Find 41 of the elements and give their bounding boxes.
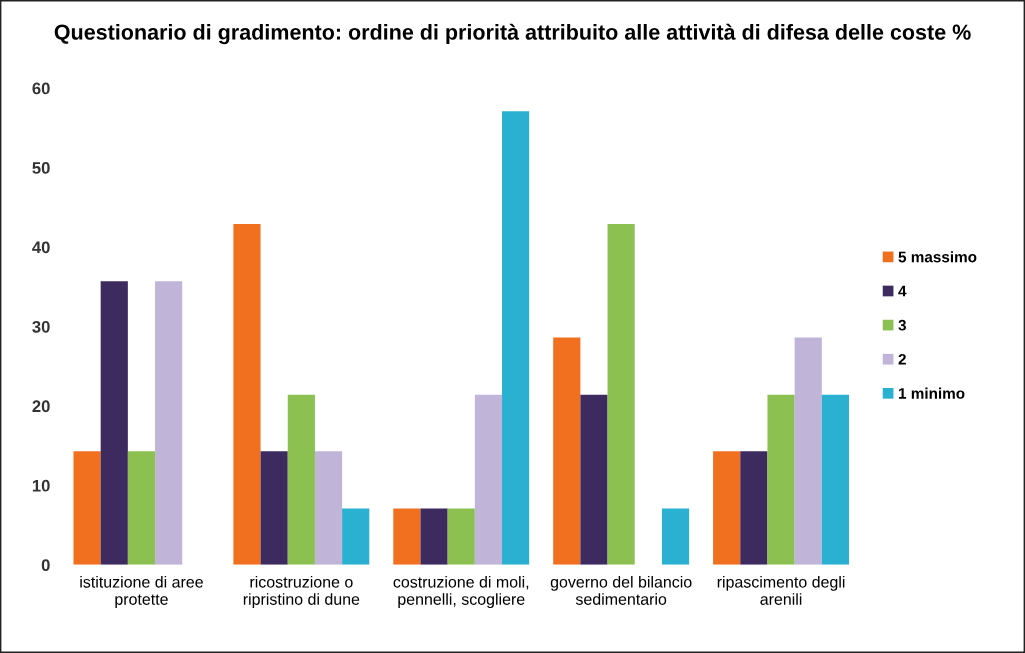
legend-label: 3 bbox=[898, 319, 906, 331]
bar bbox=[740, 451, 768, 565]
x-tick-label: ricostruzione o ripristino di dune bbox=[243, 575, 360, 609]
y-tick-label: 30 bbox=[32, 320, 50, 333]
y-tick-label: 0 bbox=[41, 559, 50, 572]
y-tick-label: 10 bbox=[32, 479, 50, 492]
y-tick-label: 40 bbox=[32, 241, 50, 254]
bar bbox=[155, 281, 183, 565]
bar bbox=[73, 451, 101, 565]
bar bbox=[713, 451, 741, 565]
bar bbox=[474, 394, 503, 565]
legend-label: 5 massimo bbox=[898, 251, 977, 263]
x-tick-label: governo del bilancio sedimentario bbox=[550, 575, 692, 605]
legend-label: 4 bbox=[898, 285, 907, 297]
bar bbox=[821, 394, 850, 565]
bar bbox=[127, 451, 156, 565]
bar bbox=[314, 451, 343, 565]
y-tick-label: 60 bbox=[32, 82, 50, 95]
bar bbox=[233, 224, 261, 565]
bar bbox=[767, 394, 795, 565]
y-tick-label: 20 bbox=[32, 400, 50, 413]
legend-label: 1 minimo bbox=[898, 387, 965, 399]
bar bbox=[607, 224, 635, 565]
x-tick-label: ripascimento degli arenili bbox=[717, 575, 845, 605]
x-tick-label: istituzione di aree protette bbox=[80, 575, 203, 609]
bar bbox=[287, 394, 315, 565]
bar bbox=[393, 508, 421, 565]
chart-title: Questionario di gradimento: ordine di priorità attribuito alle attività di difesa delle coste % bbox=[54, 23, 971, 45]
bar bbox=[342, 508, 370, 565]
bar bbox=[260, 451, 288, 565]
legend-label: 2 bbox=[898, 353, 906, 365]
bar bbox=[447, 508, 475, 565]
x-tick-label: costruzione di moli, pennelli, scogliere bbox=[393, 575, 529, 609]
bar bbox=[553, 337, 581, 565]
bar bbox=[502, 111, 530, 565]
bar bbox=[580, 394, 608, 565]
bar bbox=[794, 337, 822, 565]
bar bbox=[420, 508, 448, 565]
bar bbox=[100, 281, 128, 565]
bar bbox=[661, 508, 690, 565]
y-tick-label: 50 bbox=[32, 162, 50, 174]
